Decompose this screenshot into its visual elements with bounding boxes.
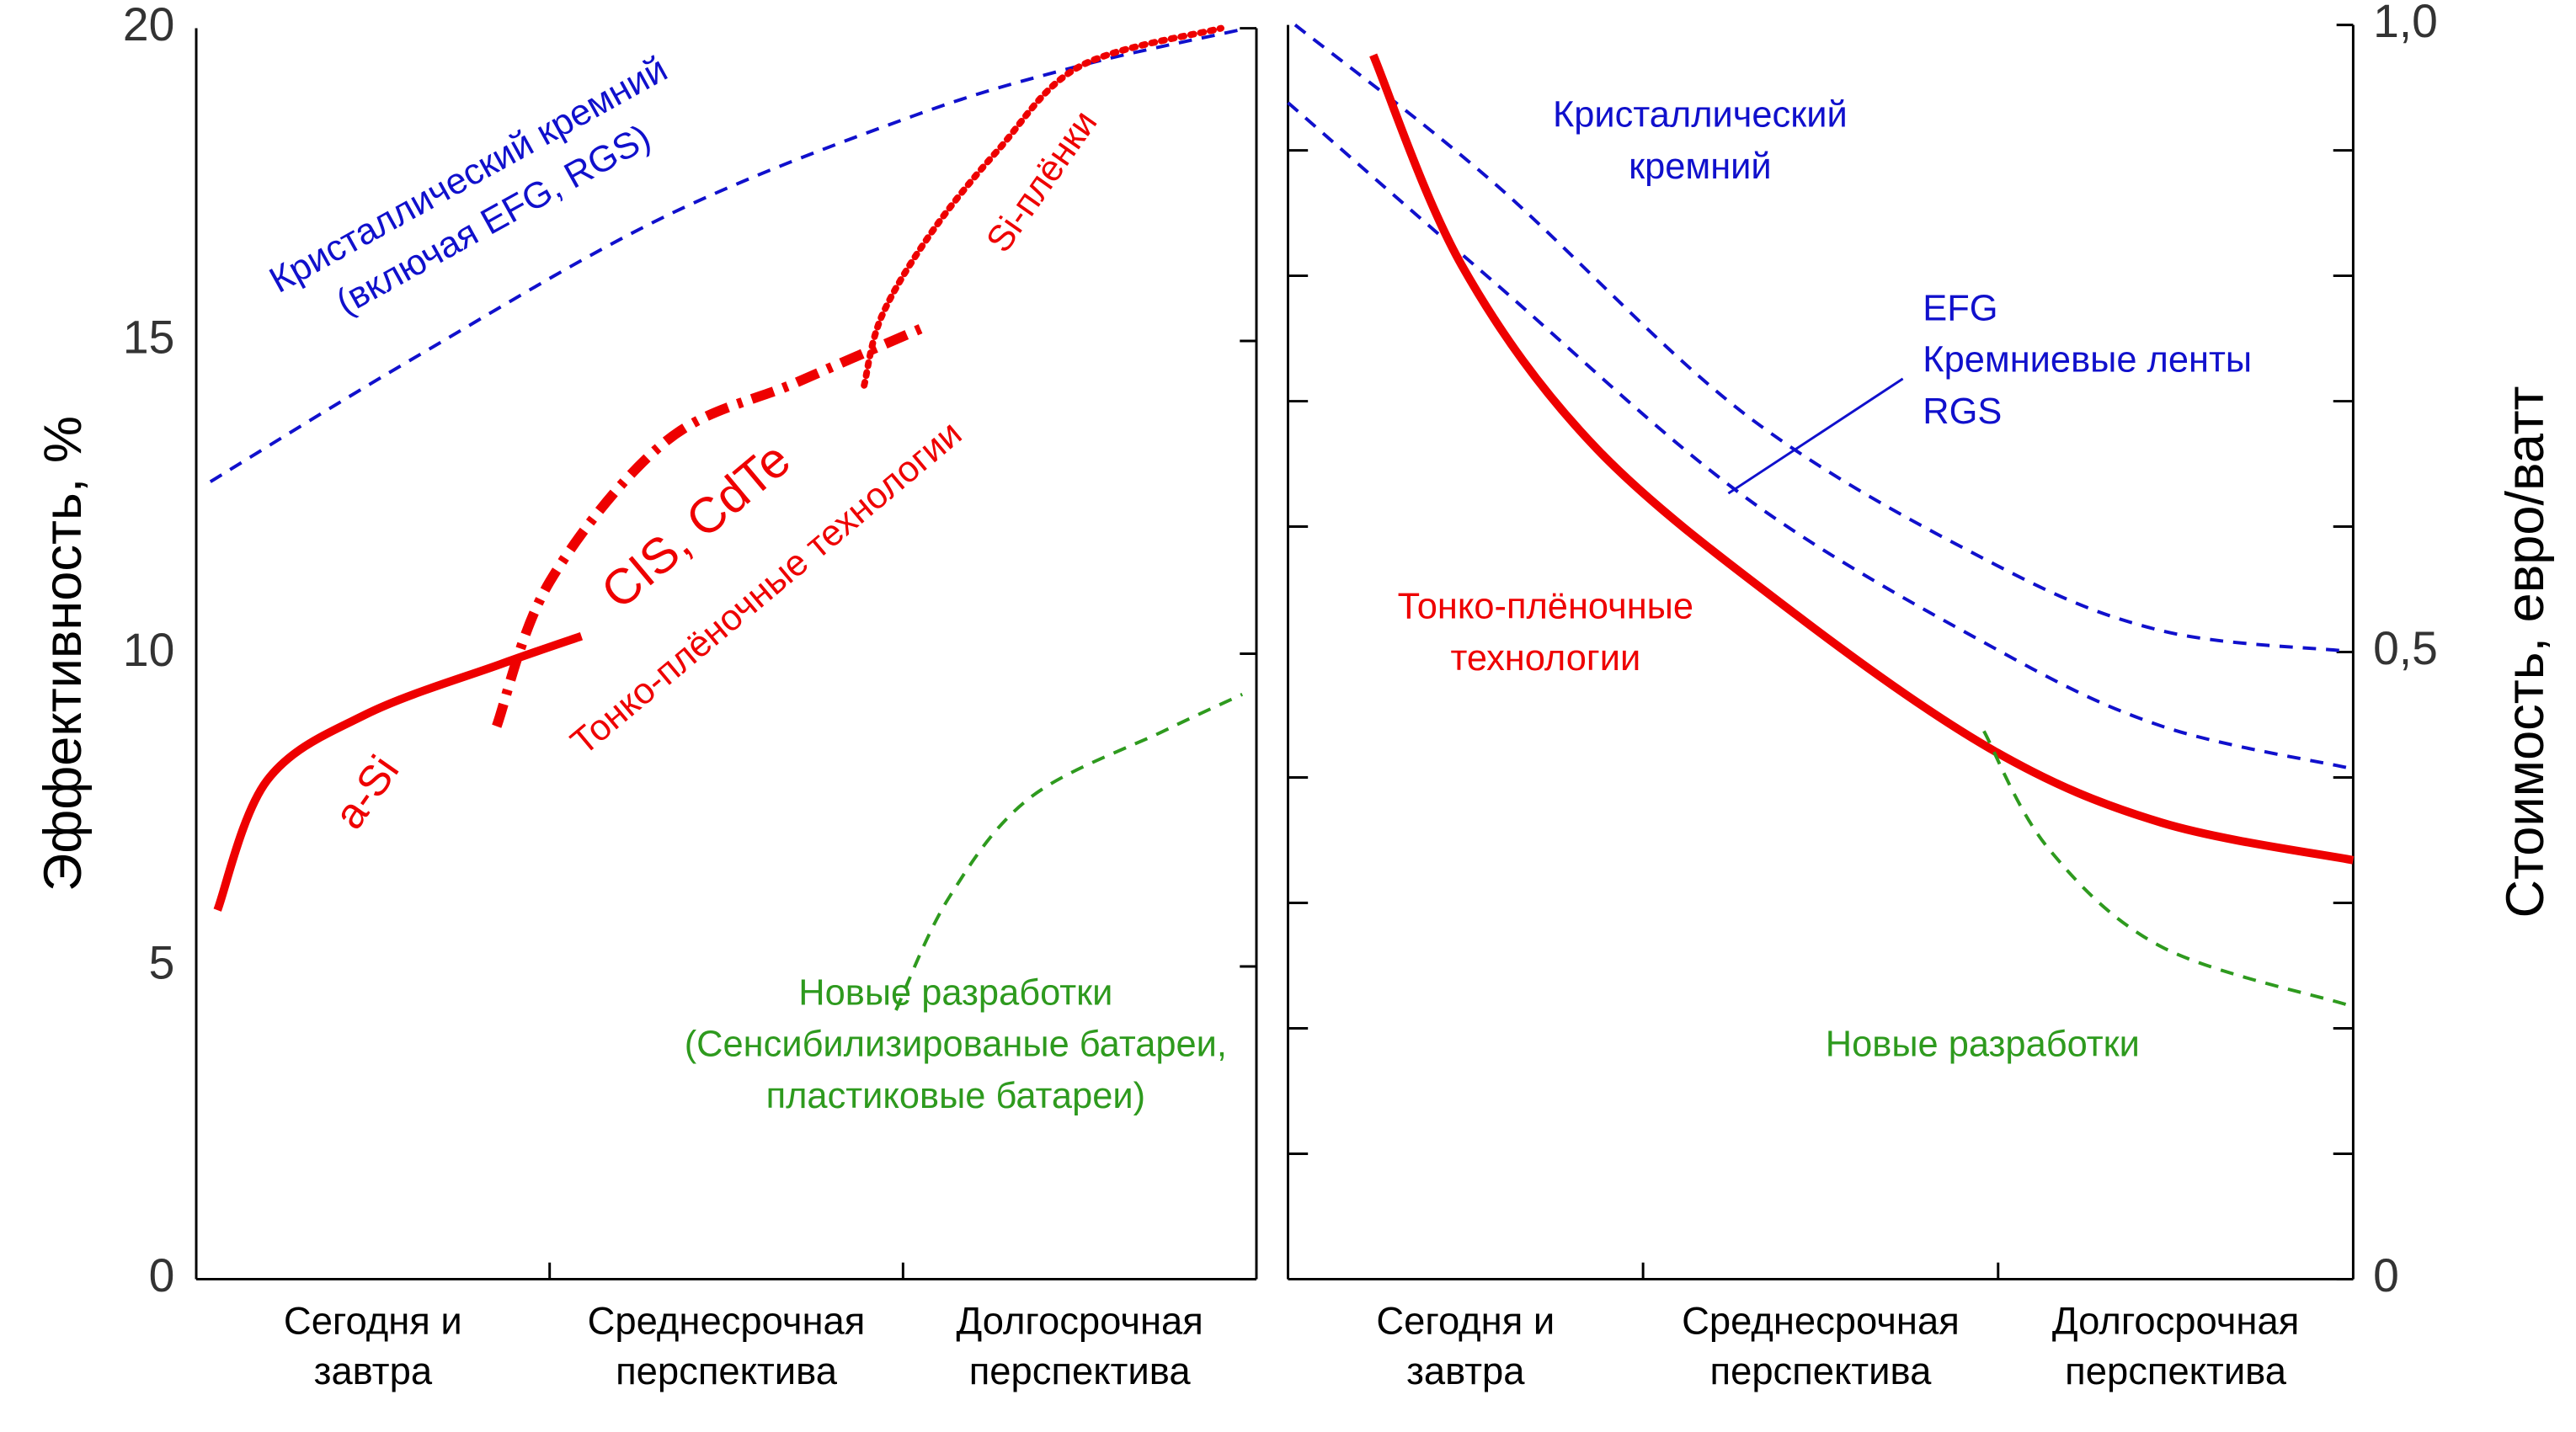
- annotation: технологии: [1450, 638, 1640, 679]
- x-tick-label: Сегодня и: [284, 1300, 462, 1343]
- annotation: Новые разработки: [1826, 1025, 2140, 1065]
- x-tick-label: Сегодня и: [1376, 1300, 1555, 1343]
- annotation: a-Si: [325, 747, 408, 837]
- x-tick-label: Долгосрочная: [2052, 1300, 2299, 1343]
- series-line: [1293, 24, 2343, 652]
- series-line: [1982, 730, 2347, 1007]
- series-line: [492, 322, 926, 728]
- x-tick-label: перспектива: [2065, 1349, 2287, 1392]
- y-axis-title: Эффективность, %: [34, 416, 93, 892]
- series-line: [209, 28, 1240, 483]
- series-line: [894, 693, 1244, 1011]
- series-line: [213, 632, 584, 912]
- y-tick-label: 15: [123, 311, 174, 364]
- annotation: Кристаллический: [1553, 95, 1848, 136]
- leader-line: [1727, 377, 1904, 495]
- x-tick-label: перспектива: [616, 1349, 838, 1392]
- annotation: Тонко-плёночные: [1398, 587, 1693, 627]
- y-tick-label: 5: [149, 937, 175, 989]
- y-axis-title: Стоимость, евро/ватт: [2496, 386, 2555, 918]
- x-tick-label: Среднесрочная: [1682, 1300, 1960, 1343]
- x-tick-label: перспектива: [969, 1349, 1192, 1392]
- y-tick-label: 10: [123, 624, 174, 676]
- y-tick-label: 20: [123, 0, 174, 51]
- annotation: EFG: [1923, 288, 1997, 328]
- annotation: (Сенсибилизированые батареи,: [685, 1025, 1227, 1065]
- x-tick-label: Долгосрочная: [956, 1300, 1203, 1343]
- annotation: RGS: [1923, 391, 2002, 432]
- y-tick-label: 1,0: [2373, 0, 2438, 47]
- annotation: кремний: [1629, 146, 1772, 187]
- x-tick-label: завтра: [1406, 1349, 1525, 1392]
- y-tick-label: 0: [149, 1249, 175, 1302]
- y-tick-label: 0,5: [2373, 622, 2438, 674]
- x-tick-label: Среднесрочная: [588, 1300, 866, 1343]
- y-tick-label: 0: [2373, 1249, 2399, 1302]
- annotation: Кремниевые ленты: [1923, 340, 2252, 381]
- annotation: пластиковые батареи): [766, 1076, 1145, 1116]
- annotation: Si-плёнки: [979, 104, 1105, 260]
- series-line: [861, 24, 1224, 389]
- x-tick-label: завтра: [314, 1349, 433, 1392]
- series-line: [1369, 53, 2355, 865]
- annotation: Новые разработки: [798, 972, 1112, 1013]
- x-tick-label: перспектива: [1710, 1349, 1933, 1392]
